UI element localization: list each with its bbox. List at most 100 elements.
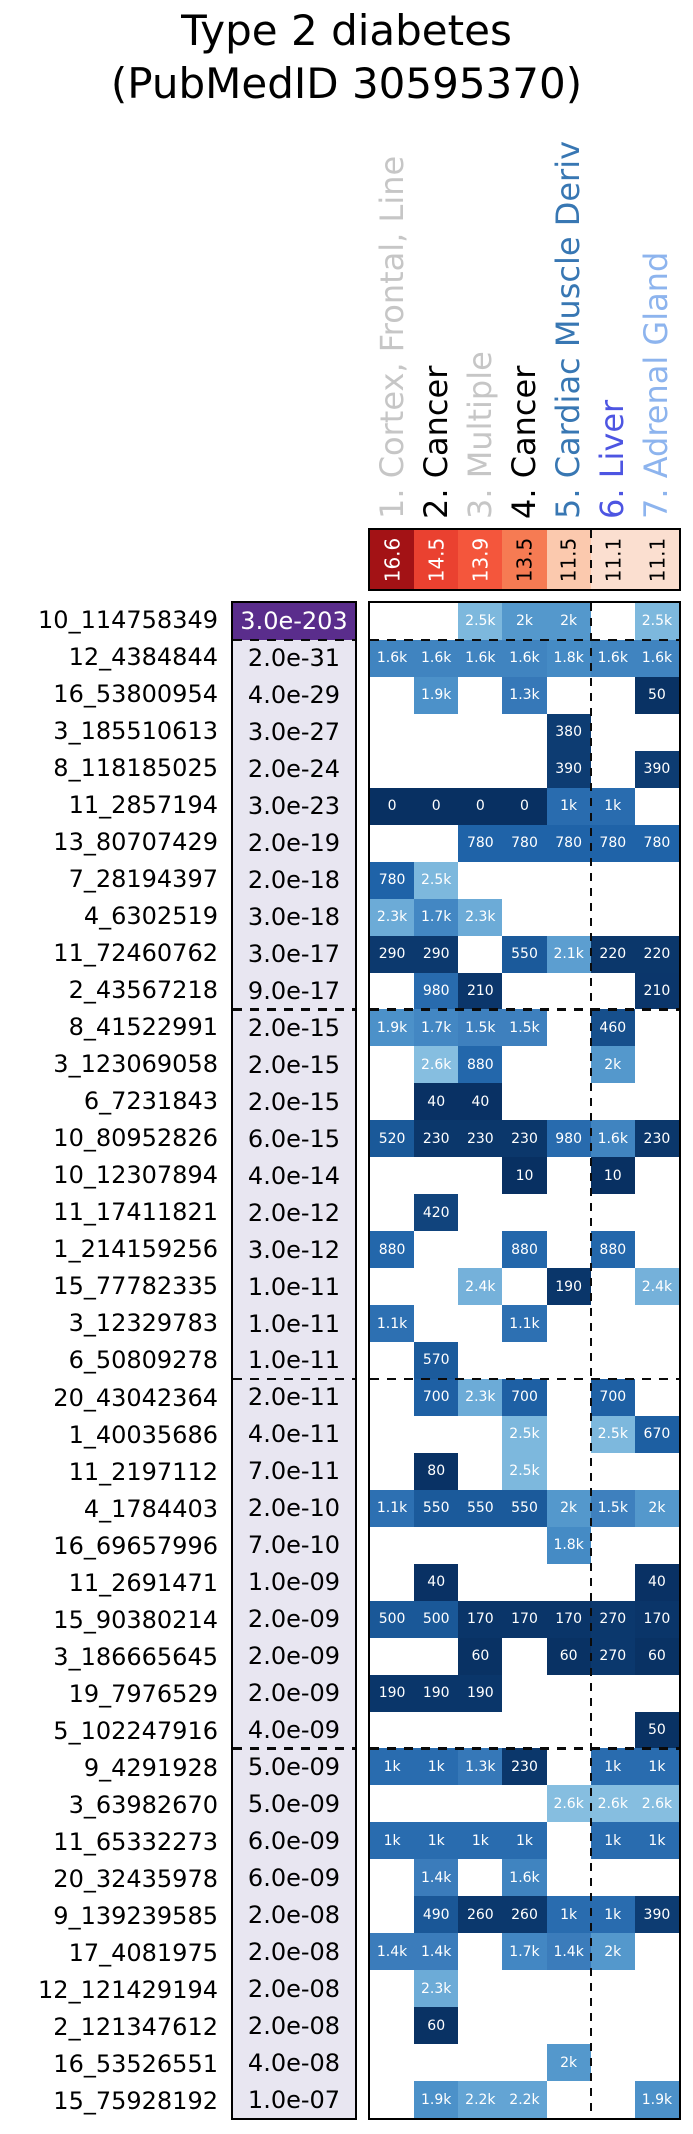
heatmap-cell: 2k — [590, 1933, 635, 1971]
colorbar-cell: 14.5 — [414, 530, 459, 589]
heatmap-cell-empty — [458, 1527, 502, 1564]
heatmap-cell: 780 — [502, 824, 547, 862]
heatmap-cell-empty — [370, 1785, 414, 1822]
column-header: 6. Liver — [593, 399, 631, 519]
row-label: 20_32435978 — [53, 1865, 218, 1894]
heatmap-cell-empty — [635, 1527, 679, 1564]
heatmap-cell-empty — [591, 1083, 635, 1120]
heatmap-cell: 170 — [546, 1600, 591, 1638]
heatmap-cell: 1.7k — [414, 898, 459, 936]
heatmap-cell-empty — [370, 751, 414, 788]
heatmap-cell: 500 — [414, 1600, 459, 1638]
pvalue-cell: 4.0e-29 — [247, 681, 341, 710]
row-label: 16_53526551 — [53, 2050, 218, 2079]
heatmap-cell: 2.3k — [370, 898, 415, 936]
heatmap-cell: 1k — [590, 1748, 635, 1786]
heatmap-cell: 550 — [458, 1489, 503, 1527]
heatmap-cell: 880 — [370, 1231, 415, 1269]
heatmap-cell: 210 — [634, 972, 679, 1010]
heatmap-cell: 2.6k — [414, 1046, 459, 1084]
heatmap-cell-empty — [635, 1009, 679, 1046]
heatmap-cell: 230 — [414, 1120, 459, 1158]
heatmap-cell: 270 — [590, 1600, 635, 1638]
heatmap-cell: 1.4k — [546, 1933, 591, 1971]
pvalue-cell: 2.0e-09 — [247, 1679, 341, 1708]
heatmap-cell-empty — [635, 2007, 679, 2044]
heatmap-cell: 220 — [634, 935, 679, 973]
heatmap-cell-empty — [591, 862, 635, 899]
heatmap-cell-empty — [414, 2044, 458, 2081]
colorbar-cell: 13.9 — [458, 530, 503, 589]
row-label: 11_2197112 — [68, 1457, 218, 1486]
row-label: 7_28194397 — [68, 864, 218, 893]
heatmap-cell: 270 — [590, 1637, 635, 1675]
heatmap-cell: 1.5k — [458, 1009, 503, 1047]
row-label: 11_17411821 — [53, 1198, 218, 1227]
heatmap-cell: 60 — [546, 1637, 591, 1675]
heatmap-cell-empty — [547, 1822, 591, 1859]
pvalue-cell: 2.0e-12 — [247, 1198, 341, 1227]
colorbar-score: 13.9 — [468, 537, 493, 582]
heatmap-cell: 60 — [634, 1637, 679, 1675]
pvalue-cell: 2.0e-15 — [247, 1087, 341, 1116]
heatmap-cell-empty — [635, 1157, 679, 1194]
colorbar-cell: 16.6 — [370, 530, 415, 589]
row-label: 2_43567218 — [68, 976, 218, 1004]
heatmap-cell-empty — [370, 2007, 414, 2044]
heatmap-cell-empty — [458, 1231, 502, 1268]
colorbar-cell: 11.5 — [546, 530, 591, 589]
heatmap-cell: 780 — [458, 824, 503, 862]
heatmap-cell: 0 — [370, 787, 415, 825]
heatmap-cell-empty — [591, 1564, 635, 1601]
heatmap-cell-empty — [458, 1970, 502, 2007]
heatmap-cell-empty — [635, 1342, 679, 1379]
heatmap-cell-empty — [591, 1712, 635, 1749]
row-label: 11_65332273 — [53, 1828, 218, 1857]
heatmap-cell: 1.7k — [502, 1933, 547, 1971]
heatmap-cell-empty — [458, 862, 502, 899]
heatmap-cell: 1k — [590, 787, 635, 825]
heatmap-cell: 190 — [546, 1268, 591, 1306]
heatmap-cell-empty — [635, 788, 679, 825]
heatmap-cell: 1.6k — [590, 639, 635, 677]
heatmap-cell: 1.6k — [458, 639, 503, 677]
heatmap-cell: 230 — [458, 1120, 503, 1158]
row-label: 13_80707429 — [53, 827, 218, 856]
heatmap-cell: 1.4k — [414, 1859, 459, 1897]
heatmap-cell: 190 — [458, 1674, 503, 1712]
heatmap-cell: 40 — [414, 1083, 459, 1121]
heatmap-cell-empty — [458, 1785, 502, 1822]
heatmap-cell-empty — [370, 1342, 414, 1379]
heatmap-cell: 1k — [370, 1748, 415, 1786]
heatmap-cell-empty — [370, 825, 414, 862]
heatmap-cell: 1.1k — [370, 1305, 415, 1343]
heatmap-cell: 1.9k — [370, 1009, 415, 1047]
heatmap-cell: 2.3k — [414, 1970, 459, 2008]
pvalue-cell: 3.0e-17 — [247, 940, 341, 969]
heatmap-cell: 2.5k — [502, 1452, 547, 1490]
heatmap-cell-empty — [547, 1564, 591, 1601]
heatmap-cell-empty — [502, 1638, 546, 1675]
heatmap-cell: 2k — [634, 1489, 679, 1527]
row-label: 11_2857194 — [68, 790, 218, 819]
heatmap-cell-empty — [458, 1712, 502, 1749]
heatmap-cell-empty — [591, 1305, 635, 1342]
pvalue-cell: 2.0e-08 — [247, 1937, 341, 1966]
heatmap-cell-empty — [547, 677, 591, 714]
heatmap-cell: 1.8k — [546, 1526, 591, 1564]
heatmap-cell: 10 — [590, 1157, 635, 1195]
heatmap-cell: 2.6k — [590, 1785, 635, 1823]
heatmap-cell: 2.1k — [546, 935, 591, 973]
row-label: 8_41522991 — [68, 1013, 218, 1042]
heatmap-cell: 420 — [414, 1194, 459, 1232]
heatmap-cell-empty — [414, 1527, 458, 1564]
heatmap-cell-empty — [370, 1638, 414, 1675]
row-label: 4_6302519 — [83, 901, 218, 930]
heatmap-cell: 1k — [634, 1748, 679, 1786]
heatmap-cell-empty — [370, 1268, 414, 1305]
heatmap-cell: 10 — [502, 1157, 547, 1195]
heatmap-cell: 1.1k — [502, 1305, 547, 1343]
heatmap-cell-empty — [370, 1859, 414, 1896]
colorbar-cell: 11.1 — [590, 530, 635, 589]
